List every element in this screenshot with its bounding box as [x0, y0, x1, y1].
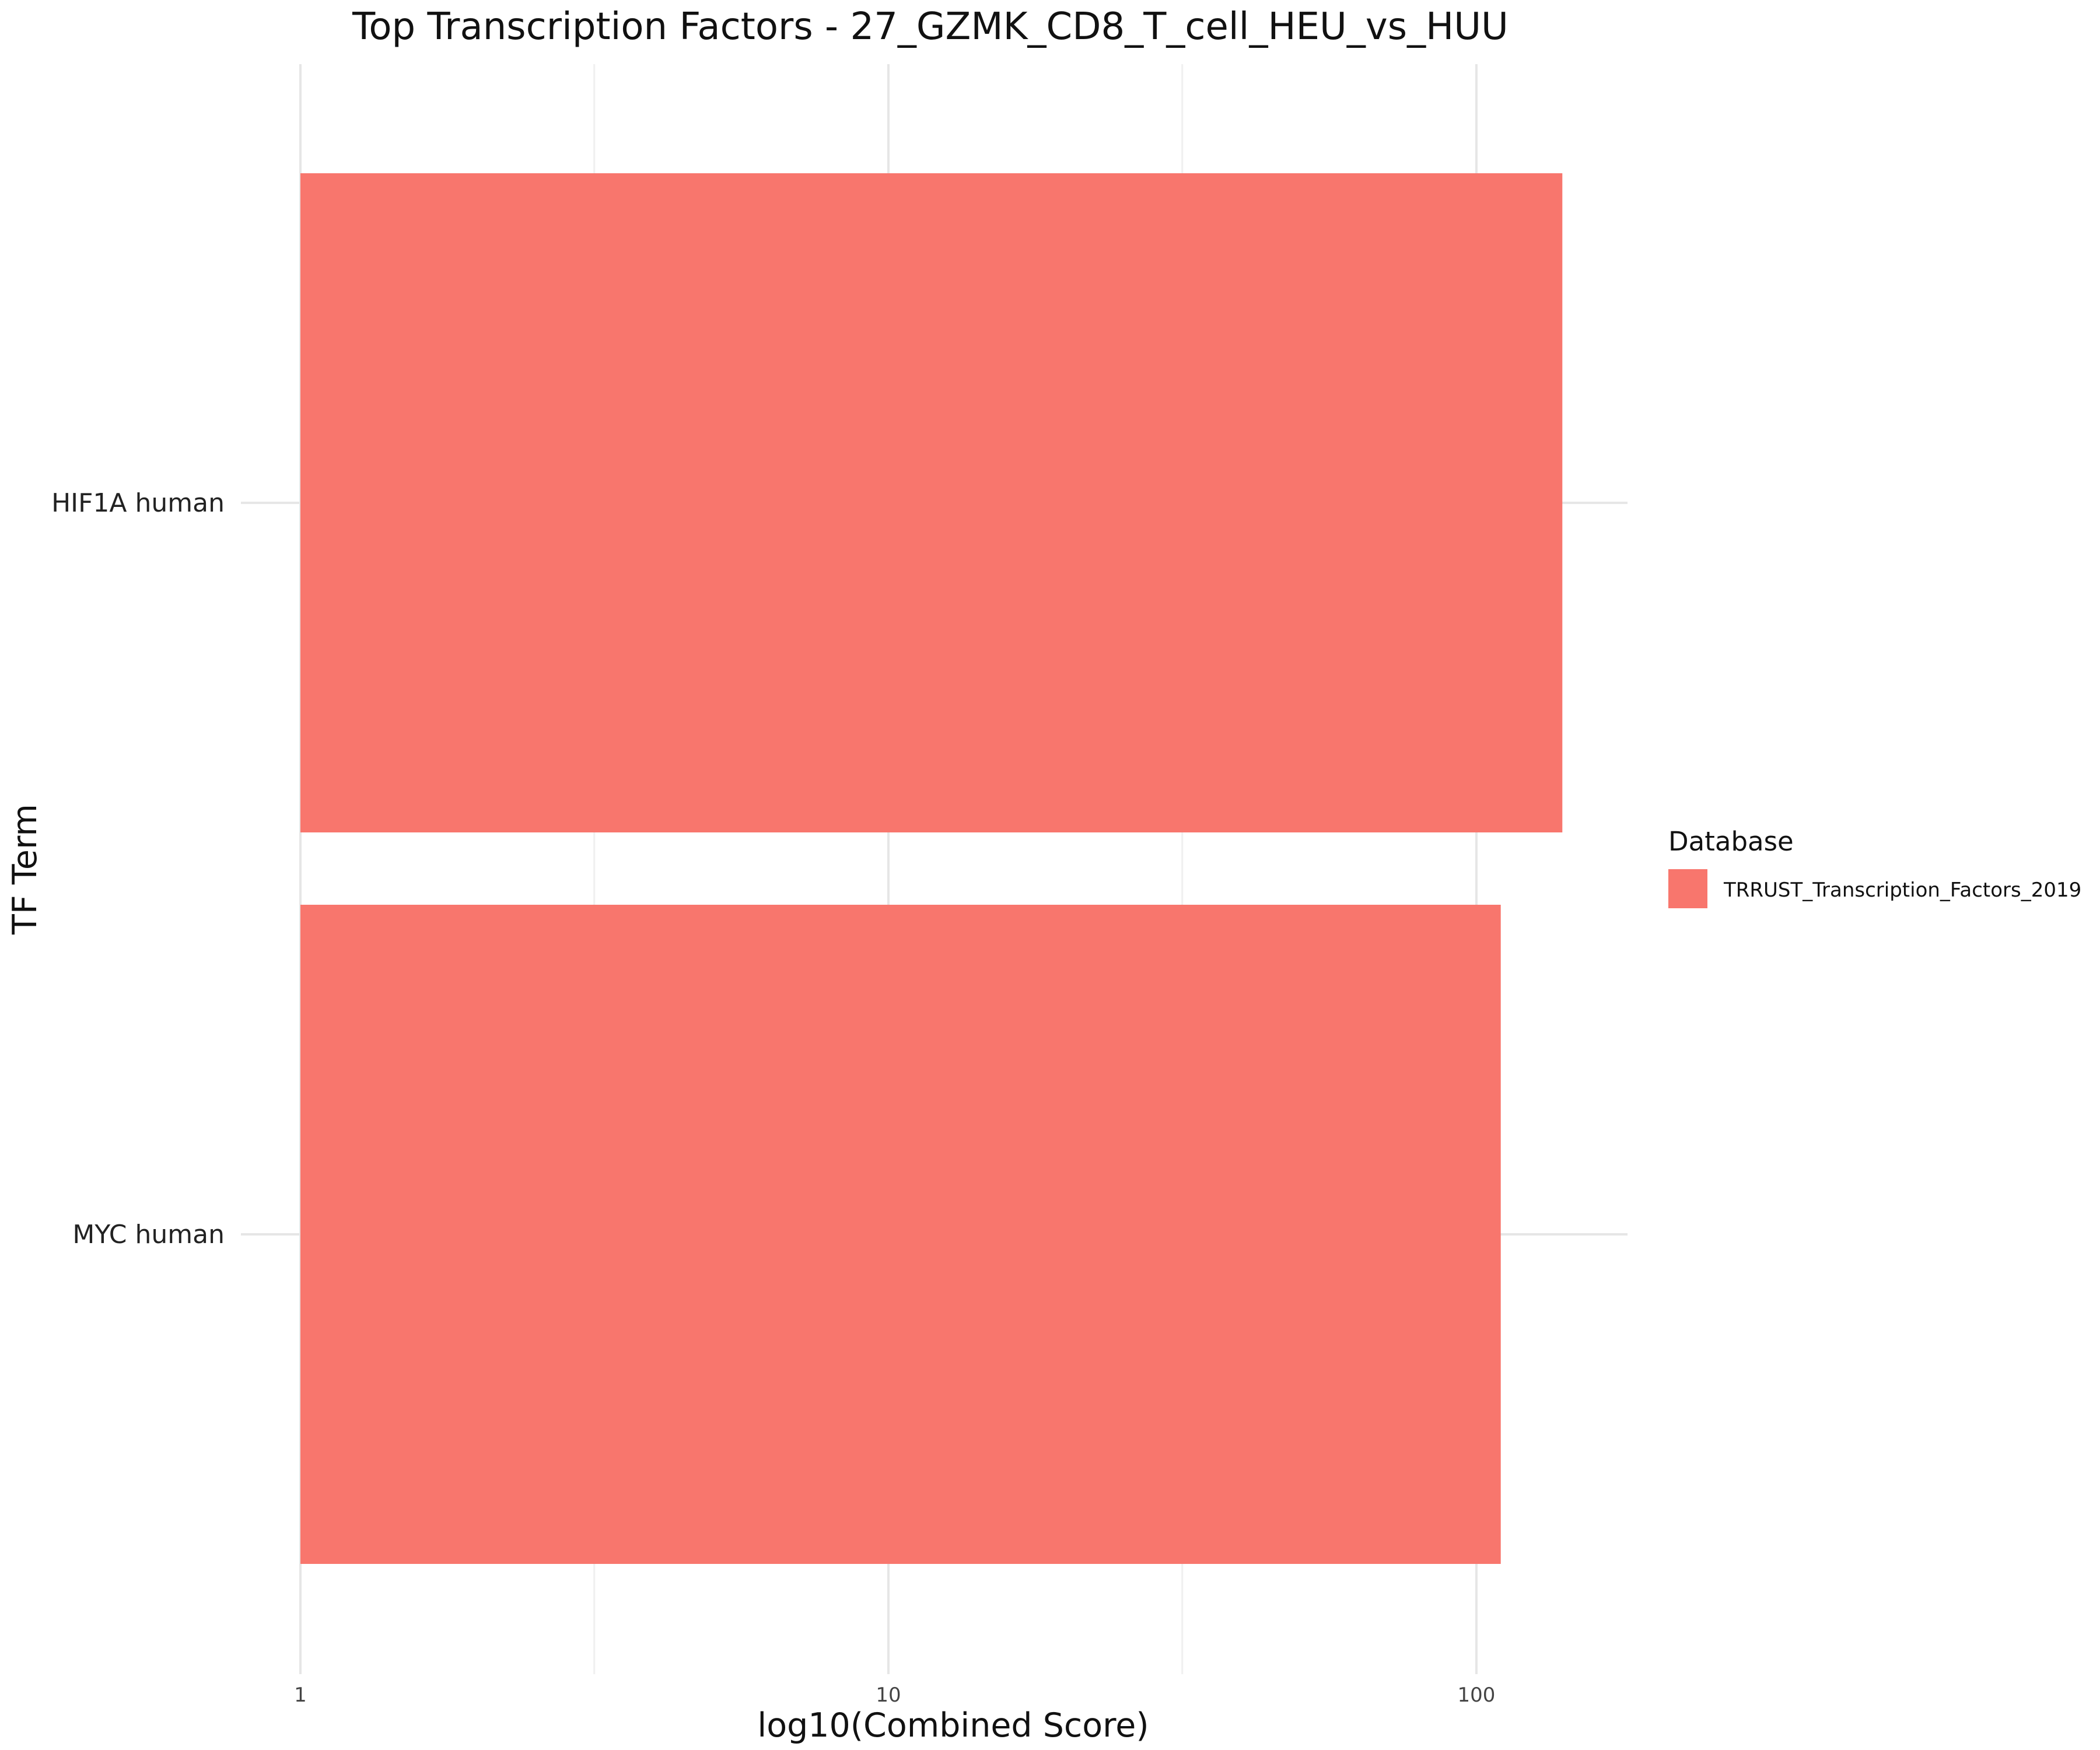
legend-key-swatch: [1668, 869, 1707, 908]
x-tick-label: 10: [876, 1684, 901, 1707]
x-tick-label: 1: [294, 1684, 307, 1707]
legend-title: Database: [1668, 826, 1794, 857]
x-axis-title: log10(Combined Score): [757, 1706, 1149, 1745]
y-tick-label: MYC human: [72, 1220, 225, 1250]
bar-hif1a-human: [300, 173, 1563, 832]
x-axis-ticks: 1 10 100: [294, 1684, 1495, 1707]
x-tick-label: 100: [1458, 1684, 1496, 1707]
chart-title: Top Transcription Factors - 27_GZMK_CD8_…: [352, 5, 1508, 48]
bar-myc-human: [300, 905, 1501, 1564]
legend: Database TRRUST_Transcription_Factors_20…: [1668, 826, 2081, 908]
y-axis-title: TF Term: [6, 804, 44, 935]
y-axis-ticks: HIF1A human MYC human: [51, 488, 225, 1250]
legend-label: TRRUST_Transcription_Factors_2019: [1723, 878, 2081, 902]
bars: [300, 173, 1563, 1564]
y-tick-label: HIF1A human: [51, 488, 225, 518]
